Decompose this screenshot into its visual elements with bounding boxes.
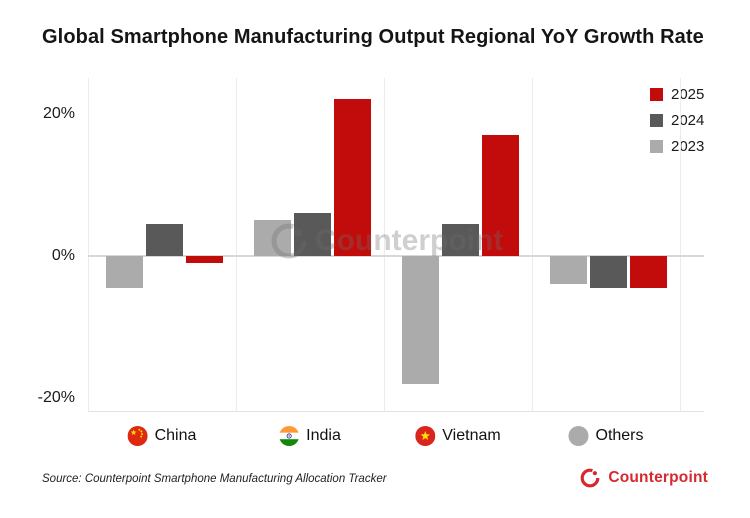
- gray-circle-icon: [568, 426, 589, 446]
- category-others: Others: [568, 426, 644, 446]
- category-china: China: [127, 426, 197, 446]
- legend-item-2023: 2023: [650, 133, 704, 159]
- vietnam-flag-icon: [415, 426, 436, 446]
- bar-vietnam-2023: [402, 255, 439, 384]
- bar-china-2024: [146, 223, 183, 256]
- bar-others-2023: [550, 255, 587, 285]
- bar-vietnam-2025: [482, 134, 519, 256]
- ytick-neg20: -20%: [37, 388, 75, 406]
- counterpoint-logo: Counterpoint: [579, 467, 708, 489]
- legend-label-2025: 2025: [671, 85, 705, 103]
- legend-label-2023: 2023: [671, 137, 705, 155]
- bar-india-2024: [294, 213, 331, 256]
- category-india: India: [279, 426, 341, 446]
- source-note: Source: Counterpoint Smartphone Manufact…: [42, 473, 387, 485]
- y-axis-line: [88, 78, 89, 412]
- plot-area: Counterpoint: [88, 78, 704, 412]
- ytick-0: 0%: [51, 246, 75, 264]
- legend-label-2024: 2024: [671, 111, 705, 129]
- chart-title: Global Smartphone Manufacturing Output R…: [42, 26, 704, 48]
- ytick-20: 20%: [42, 104, 75, 122]
- legend-item-2025: 2025: [650, 81, 704, 107]
- category-label-vietnam: Vietnam: [442, 427, 501, 444]
- category-vietnam: Vietnam: [415, 426, 501, 446]
- category-label-india: India: [306, 427, 341, 444]
- panel-gridline: [236, 78, 237, 412]
- bar-china-2023: [106, 255, 143, 288]
- bar-others-2024: [590, 255, 627, 288]
- category-label-others: Others: [595, 427, 644, 444]
- legend-swatch-2025: [650, 87, 663, 101]
- bar-vietnam-2024: [442, 223, 479, 256]
- panel-gridline: [384, 78, 385, 412]
- counterpoint-logo-text: Counterpoint: [608, 469, 708, 486]
- bar-india-2023: [254, 220, 291, 256]
- legend-swatch-2024: [650, 113, 663, 127]
- zero-baseline: [88, 254, 704, 257]
- plot-bottom-border: [88, 411, 704, 412]
- india-flag-icon: [279, 426, 300, 446]
- legend-item-2024: 2024: [650, 107, 704, 133]
- bar-china-2025: [186, 255, 223, 263]
- counterpoint-logo-icon: [580, 468, 600, 488]
- bar-india-2025: [334, 99, 371, 256]
- bar-others-2025: [630, 255, 667, 288]
- legend: 2025 2024 2023: [650, 81, 704, 159]
- panel-gridline: [680, 78, 681, 412]
- panel-gridline: [532, 78, 533, 412]
- category-label-china: China: [154, 427, 197, 444]
- legend-swatch-2023: [650, 139, 663, 153]
- china-flag-icon: [127, 426, 148, 446]
